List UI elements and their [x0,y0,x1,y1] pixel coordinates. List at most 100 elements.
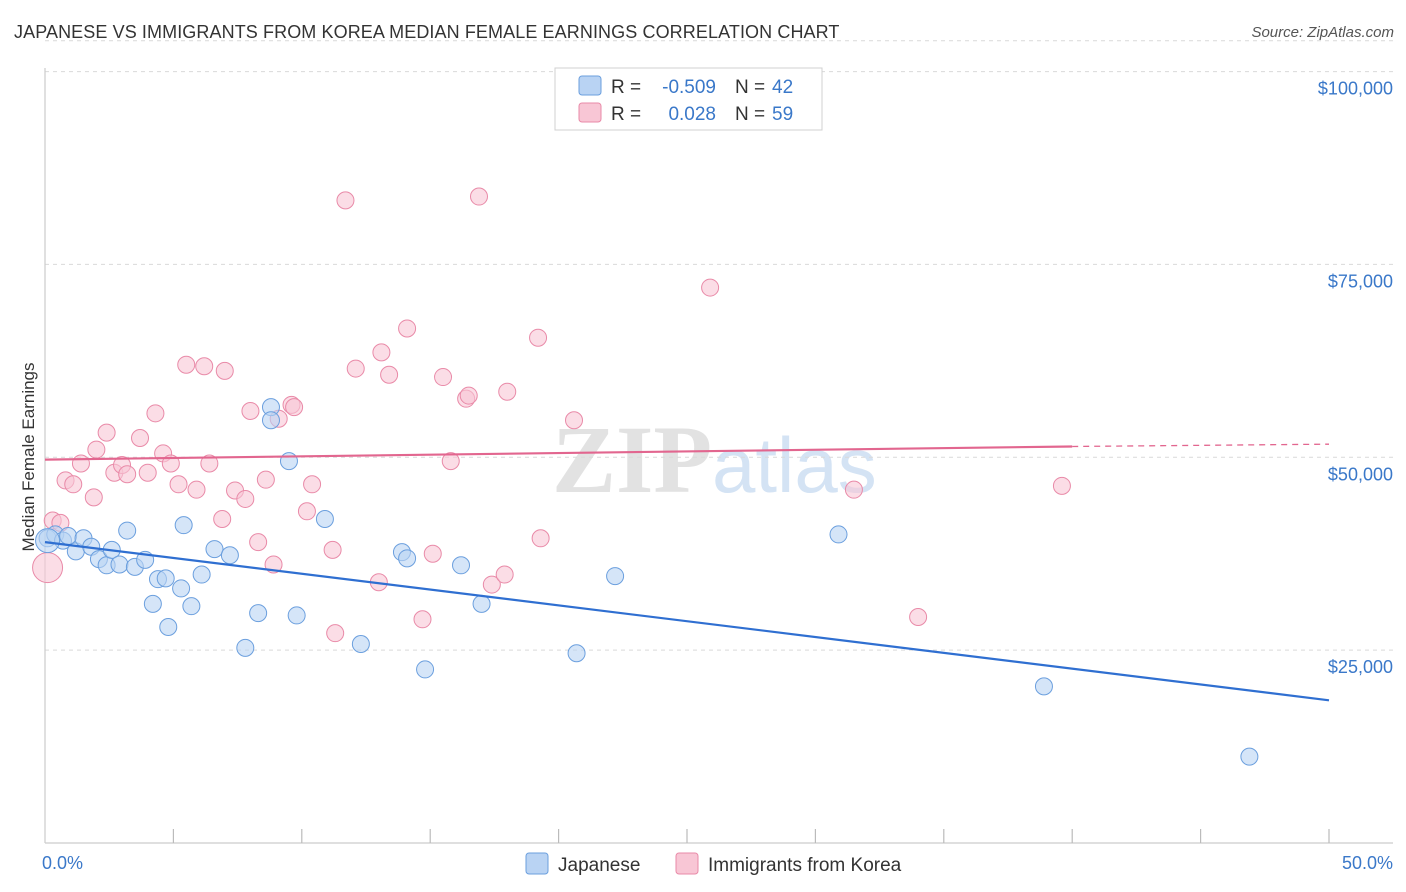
korea-point [146,404,165,423]
korea-point [169,475,188,494]
japanese-point [472,594,491,613]
y-tick-label: $25,000 [1328,657,1393,677]
legend-r-label-japanese: R = [611,77,641,98]
korea-point [131,429,150,447]
korea-point [213,510,232,528]
japanese-point [1034,677,1053,696]
japanese-point [1240,747,1259,766]
source-label: Source: ZipAtlas.com [1251,24,1394,41]
japanese-point [261,411,280,430]
korea-point [297,502,316,521]
japanese-point [452,556,471,575]
korea-point [459,386,478,405]
japanese-trend-line [44,541,1330,702]
japanese-point [606,567,625,586]
korea-point [97,423,116,442]
korea-trend-extension [1072,443,1330,448]
korea-point [469,187,488,206]
japanese-point [174,516,193,535]
japanese-point [236,638,255,657]
japanese-point [220,546,239,565]
korea-point [909,607,928,626]
japanese-point [315,510,334,528]
korea-point [256,470,275,489]
japanese-point [416,660,435,679]
trend-lines [44,443,1330,702]
bottom-legend-swatch-japanese [525,852,549,875]
legend-swatch-japanese [578,75,602,96]
japanese-point [205,540,224,559]
japanese-point [829,525,848,544]
y-axis-title: Median Female Earnings [19,363,38,552]
korea-point [215,361,234,380]
x-tick-label-min: 0.0% [42,853,83,873]
y-tick-label: $50,000 [1328,464,1393,484]
series-legend: Japanese Immigrants from Korea [525,852,902,876]
bottom-legend-korea: Immigrants from Korea [708,855,902,876]
legend-n-value-korea: 59 [772,104,793,125]
stats-legend: R = -0.509 N = 42 R = 0.028 N = 59 [554,67,823,131]
korea-point [200,454,219,473]
japanese-point [182,597,201,616]
korea-point [161,454,180,473]
japanese-point [287,606,306,625]
japanese-point [118,521,137,540]
x-tick-label-max: 50.0% [1342,853,1393,873]
chart-title: JAPANESE VS IMMIGRANTS FROM KOREA MEDIAN… [14,22,840,42]
legend-n-label-korea: N = [735,104,765,125]
legend-r-value-korea: 0.028 [668,104,716,125]
korea-point [380,365,399,384]
korea-point [372,343,391,362]
japanese-point [59,526,78,545]
korea-point [303,475,322,494]
japanese-point [398,549,417,568]
bottom-legend-japanese: Japanese [558,855,640,876]
japanese-point [567,644,586,663]
korea-point [498,382,517,401]
korea-points [32,187,1071,643]
japanese-point [143,594,162,613]
korea-point [1052,476,1071,495]
y-tick-label: $75,000 [1328,271,1393,291]
legend-n-value-japanese: 42 [772,77,793,98]
korea-point [323,540,342,559]
korea-point [565,411,584,430]
y-axis-labels: $25,000 $50,000 $75,000 $100,000 [1318,79,1393,678]
korea-point [118,465,137,484]
korea-point [336,191,355,210]
legend-r-label-korea: R = [611,104,641,125]
japanese-point [279,452,298,471]
korea-point [187,480,206,499]
korea-point [701,278,720,297]
bottom-legend-swatch-korea [675,852,699,875]
japanese-point [156,569,175,588]
korea-point [326,624,345,643]
korea-point [71,454,90,473]
korea-point [195,357,214,376]
korea-point [413,610,432,629]
korea-point [531,529,550,548]
legend-swatch-korea [578,102,602,123]
korea-point [495,565,514,584]
x-axis-ticks [172,829,1330,843]
y-tick-label: $100,000 [1318,79,1393,99]
korea-point [64,475,83,494]
legend-n-label-japanese: N = [735,77,765,98]
korea-point [84,488,103,507]
japanese-point [192,565,211,584]
korea-point [241,402,260,420]
korea-point [434,368,453,387]
korea-point [249,533,268,552]
korea-point [346,359,365,378]
japanese-point [351,634,370,653]
japanese-point [159,618,178,636]
korea-point [398,319,417,338]
japanese-point [110,555,129,574]
korea-point [441,452,460,471]
korea-trend-line [44,445,1073,461]
japanese-point [172,579,191,598]
korea-point [844,480,863,499]
korea-point [482,575,501,594]
korea-point [177,355,196,374]
